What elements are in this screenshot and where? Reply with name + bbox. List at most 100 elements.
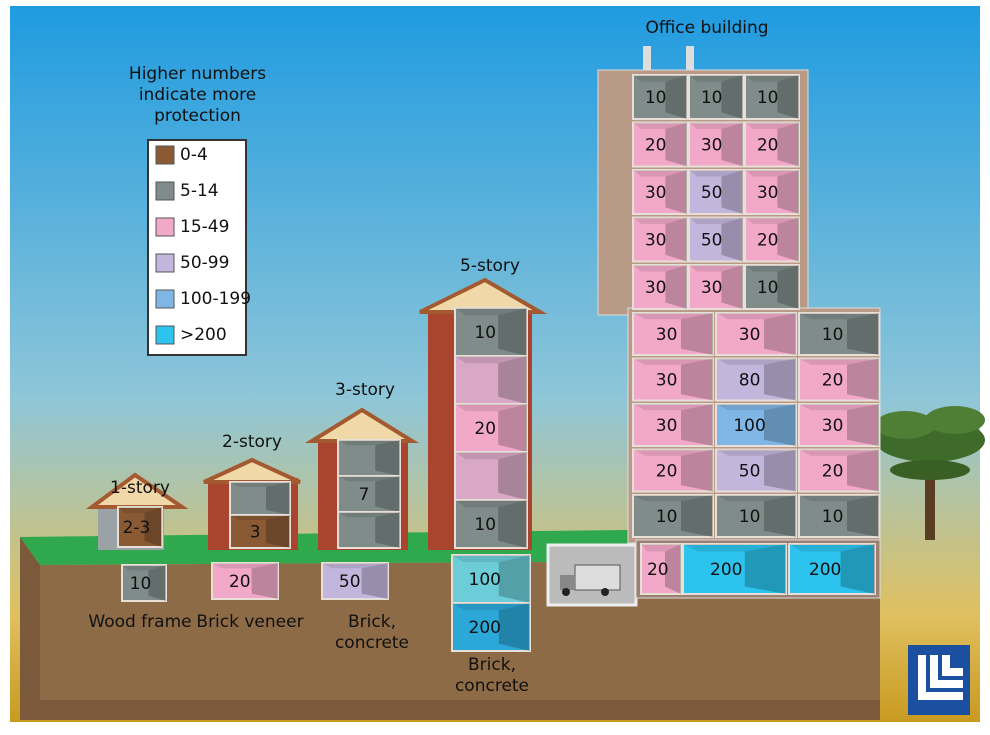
- room-back: [745, 75, 799, 82]
- room-shade: [665, 75, 687, 119]
- room-shade: [721, 75, 743, 119]
- room-label: 10: [130, 574, 152, 594]
- room-label: 10: [757, 88, 779, 108]
- room: [688, 264, 744, 310]
- room-back: [745, 170, 799, 177]
- room-label: 30: [656, 371, 678, 391]
- room-label: 30: [822, 416, 844, 436]
- room: [682, 543, 787, 595]
- room-shade: [847, 313, 879, 355]
- room: [688, 169, 744, 215]
- room-label: 10: [739, 507, 761, 527]
- building-label: 1-story: [110, 478, 170, 498]
- legend-label: 0-4: [180, 145, 208, 165]
- room-shade: [777, 265, 799, 309]
- room-label: 30: [645, 278, 667, 298]
- room-back: [633, 75, 687, 82]
- room-label: 30: [701, 136, 723, 156]
- room-shade: [847, 404, 879, 446]
- room-shade: [361, 563, 388, 599]
- room-label: 100: [733, 416, 765, 436]
- legend-swatch: [155, 253, 175, 273]
- room-shade: [498, 555, 530, 603]
- room: [632, 121, 688, 168]
- room-label: 20: [645, 136, 667, 156]
- room: [715, 357, 797, 402]
- room-label: 30: [656, 325, 678, 345]
- room-shade: [665, 265, 687, 309]
- room-back: [455, 500, 527, 508]
- room-back: [716, 495, 796, 502]
- legend-swatch: [155, 289, 175, 309]
- room-label: 20: [757, 136, 779, 156]
- room: [632, 169, 688, 215]
- room-back: [799, 313, 879, 320]
- room-label: 10: [474, 323, 496, 343]
- room: [632, 494, 714, 538]
- legend: 0-4 5-14 15-49 50-99 100-199 >200: [147, 139, 251, 356]
- room-back: [745, 217, 799, 225]
- room-label: 20: [757, 231, 779, 251]
- room-shade: [744, 544, 786, 594]
- room-label: 30: [757, 183, 779, 203]
- room-shade: [721, 122, 743, 167]
- room-shade: [847, 495, 879, 537]
- room-back: [338, 476, 400, 482]
- room: [321, 562, 389, 600]
- room: [632, 312, 714, 356]
- building-material: Brick, concrete: [334, 612, 410, 653]
- legend-label: >200: [180, 325, 227, 345]
- room-shade: [764, 404, 796, 446]
- legend-label: 15-49: [180, 217, 229, 237]
- room-label: 20: [656, 462, 678, 482]
- room-label: 200: [809, 560, 841, 580]
- room-back: [689, 265, 743, 272]
- room: [229, 481, 291, 516]
- room-shade: [665, 217, 687, 262]
- room: [451, 602, 531, 652]
- room-back: [452, 555, 530, 563]
- room-back: [633, 495, 713, 502]
- room-back: [716, 313, 796, 320]
- room-back: [789, 544, 875, 552]
- room-shade: [498, 356, 527, 404]
- tree: [875, 406, 985, 540]
- room-shade: [681, 404, 713, 446]
- room-back: [633, 265, 687, 272]
- room: [632, 216, 688, 263]
- room: [632, 264, 688, 310]
- room-back: [683, 544, 786, 552]
- room-back: [338, 512, 400, 518]
- room: [744, 216, 800, 263]
- room-shade: [777, 122, 799, 167]
- legend-label: 5-14: [180, 181, 219, 201]
- room-label: 10: [474, 515, 496, 535]
- room-shade: [777, 217, 799, 262]
- room-back: [799, 358, 879, 365]
- room-shade: [777, 170, 799, 214]
- room-shade: [777, 75, 799, 119]
- building-material: Brick, concrete: [454, 655, 530, 696]
- room: [117, 506, 163, 548]
- room: [121, 564, 167, 602]
- room: [454, 499, 528, 549]
- room-back: [799, 449, 879, 456]
- room-back: [633, 170, 687, 177]
- room-back: [455, 404, 527, 412]
- room-label: 2-3: [123, 518, 151, 538]
- room: [788, 543, 876, 595]
- room-label: 10: [822, 507, 844, 527]
- room-label: 50: [339, 572, 361, 592]
- building-label: 5-story: [460, 256, 520, 276]
- room: [688, 121, 744, 168]
- room-back: [633, 449, 713, 456]
- legend-label: 50-99: [180, 253, 229, 273]
- room-label: 3: [250, 523, 261, 543]
- room-label: 10: [757, 278, 779, 298]
- room-back: [338, 440, 400, 446]
- room-back: [122, 565, 166, 571]
- room: [632, 403, 714, 447]
- room: [451, 554, 531, 604]
- room-shade: [665, 170, 687, 214]
